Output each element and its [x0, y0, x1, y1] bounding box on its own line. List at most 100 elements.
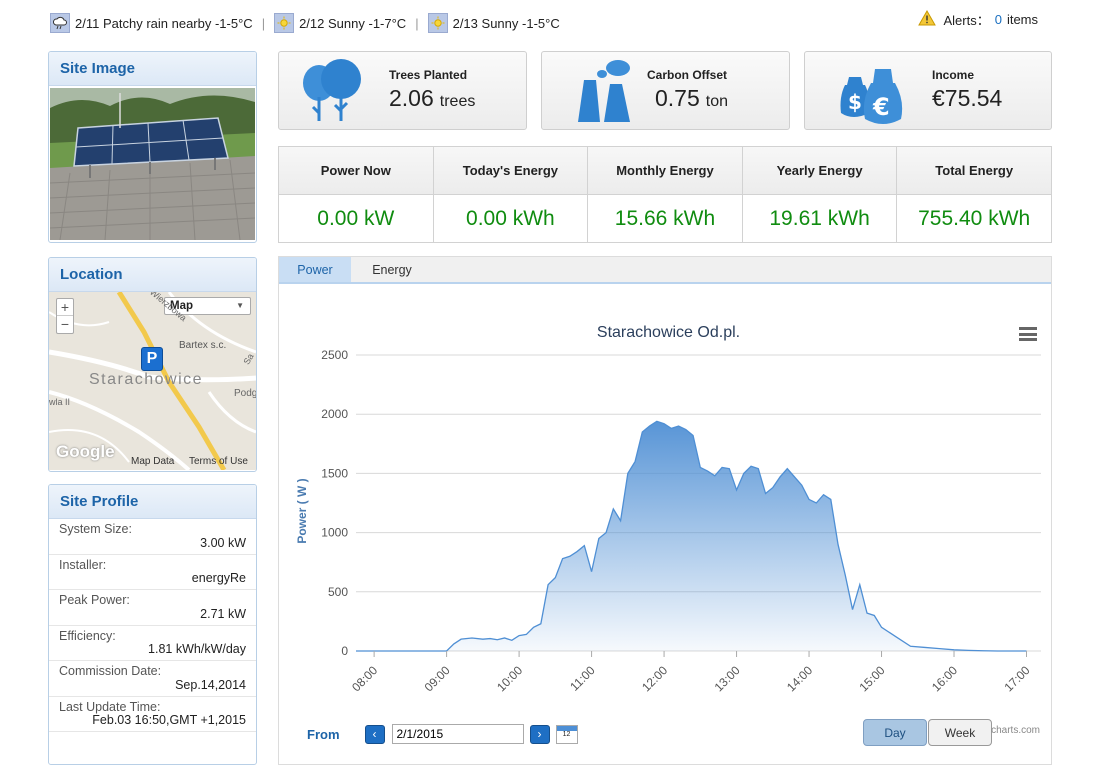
sun-icon: [427, 13, 448, 33]
menu-icon[interactable]: [1019, 327, 1037, 341]
energy-label: Yearly Energy: [742, 147, 897, 195]
energy-value: 755.40 kWh: [918, 207, 1031, 230]
site-profile-title: Site Profile: [49, 485, 256, 519]
street-label: wla II: [49, 397, 71, 407]
site-image-panel: Site Image: [48, 51, 257, 243]
profile-value: 1.81 kWh/kW/day: [148, 642, 246, 656]
day-button[interactable]: Day: [863, 719, 927, 746]
trees-planted-card: Trees Planted 2.06 trees: [278, 51, 527, 130]
terms-link[interactable]: Terms of Use: [189, 456, 248, 467]
profile-value: 2.71 kW: [200, 606, 246, 621]
chart-tabs: Power Energy: [279, 257, 1051, 284]
energy-value: 15.66 kWh: [614, 207, 716, 230]
svg-text:€: €: [872, 93, 890, 121]
sun-icon: [274, 13, 295, 33]
site-profile-panel: Site Profile System Size: 3.00 kW Installe…: [48, 484, 257, 765]
carbon-value: 0.75 ton: [655, 85, 729, 111]
weather-bar: 2/11 Patchy rain nearby -1-5°C | 2/12 Su…: [50, 12, 560, 34]
location-title: Location: [49, 258, 256, 292]
from-label: From: [307, 726, 340, 742]
series-area: [356, 421, 1027, 651]
parking-marker[interactable]: P: [141, 347, 163, 371]
carbon-offset-card: Carbon Offset 0.75 ton: [541, 51, 790, 130]
x-tick-label: 15:00: [857, 663, 888, 694]
energy-label: Power Now: [279, 147, 433, 195]
prev-date-button[interactable]: ‹: [364, 724, 385, 744]
carbon-title: Carbon Offset: [647, 68, 728, 82]
profile-row: Installer: energyRe: [49, 555, 256, 590]
alerts-count[interactable]: 0: [994, 12, 1002, 27]
map-data-link[interactable]: Map Data: [131, 456, 175, 467]
energy-value: 0.00 kW: [317, 207, 395, 230]
poi-label: Bartex s.c.: [179, 340, 227, 351]
y-tick-label: 500: [328, 585, 348, 599]
weather-day-3: 2/13 Sunny -1-5°C: [452, 15, 560, 31]
y-tick-label: 2500: [321, 348, 348, 362]
profile-label: Installer:: [59, 557, 107, 572]
profile-label: Peak Power:: [59, 593, 130, 607]
series-line: [356, 420, 1027, 652]
energy-label: Monthly Energy: [588, 147, 742, 195]
x-tick-label: 13:00: [712, 663, 743, 694]
street-label: Podg: [234, 388, 256, 399]
chart-title: Starachowice Od.pl.: [597, 324, 740, 341]
energy-value: 0.00 kWh: [466, 207, 555, 230]
energy-column: Monthly Energy 15.66 kWh: [588, 147, 743, 242]
energy-column: Total Energy 755.40 kWh: [897, 147, 1051, 242]
profile-value: energyRe: [191, 571, 246, 585]
x-tick-label: 08:00: [349, 663, 380, 694]
date-controls: From ‹ › 12: [307, 724, 578, 744]
map[interactable]: + − Map ▼ Wierzbowa Bartex s.c. Sa Stara…: [49, 292, 256, 470]
city-label: Starachowice: [89, 371, 204, 388]
location-panel: Location + − Map ▼ Wierzbowa Bartex s: [48, 257, 257, 472]
profile-row: Efficiency: 1.81 kWh/kW/day: [49, 626, 256, 661]
svg-text:$: $: [848, 90, 862, 114]
weather-day-2: 2/12 Sunny -1-7°C: [299, 15, 407, 31]
map-type-select[interactable]: Map ▼: [164, 297, 251, 315]
profile-label: Last Update Time:: [59, 699, 161, 714]
tree-icon: [299, 57, 365, 128]
energy-label: Today's Energy: [433, 147, 588, 195]
zoom-out-button[interactable]: −: [60, 316, 70, 332]
income-value: €75.54: [932, 85, 1003, 111]
next-date-button[interactable]: ›: [529, 724, 550, 744]
separator: |: [261, 15, 266, 31]
energy-summary-table: Power Now 0.00 kW Today's Energy 0.00 kWh Mo…: [278, 146, 1052, 243]
y-tick-label: 1000: [321, 526, 348, 540]
x-tick-label: 09:00: [422, 663, 453, 694]
chart-panel: Power Energy Starachowice Od.pl. 0 500 1000…: [278, 256, 1052, 765]
date-input[interactable]: [391, 724, 524, 744]
google-logo: Google: [56, 442, 115, 461]
factory-icon: [574, 58, 638, 129]
energy-value: 19.61 kWh: [769, 207, 870, 230]
cloud-rain-icon: [50, 13, 70, 33]
profile-value: 3.00 kW: [200, 535, 246, 550]
y-tick-label: 0: [341, 644, 348, 658]
y-tick-label: 1500: [321, 466, 348, 480]
y-tick-label: 2000: [321, 407, 348, 421]
zoom-control: + −: [56, 298, 74, 334]
tab-energy[interactable]: Energy: [372, 262, 412, 277]
calendar-icon[interactable]: 12: [555, 724, 578, 744]
week-button[interactable]: Week: [928, 719, 992, 746]
profile-row: Commission Date: Sep.14,2014: [49, 661, 256, 697]
alerts-suffix: items: [1006, 12, 1038, 27]
energy-label: Total Energy: [897, 147, 1051, 195]
trees-value: 2.06 trees: [389, 85, 476, 111]
profile-label: Efficiency:: [59, 628, 116, 643]
income-card: $ € Income €75.54: [804, 51, 1052, 130]
energy-column: Today's Energy 0.00 kWh: [433, 147, 589, 242]
income-title: Income: [932, 68, 975, 82]
zoom-in-button[interactable]: +: [57, 299, 73, 316]
y-axis-label: Power ( W ): [295, 478, 309, 543]
profile-row: System Size: 3.00 kW: [49, 519, 256, 555]
trees-title: Trees Planted: [389, 68, 468, 82]
profile-label: System Size:: [59, 522, 132, 536]
tab-power[interactable]: Power: [279, 257, 351, 282]
profile-value: Sep.14,2014: [175, 677, 246, 692]
alerts[interactable]: Alerts： 0 items: [918, 9, 1038, 29]
marker-label: P: [146, 350, 158, 367]
profile-row: Peak Power: 2.71 kW: [49, 590, 256, 626]
x-tick-label: 14:00: [784, 663, 815, 694]
